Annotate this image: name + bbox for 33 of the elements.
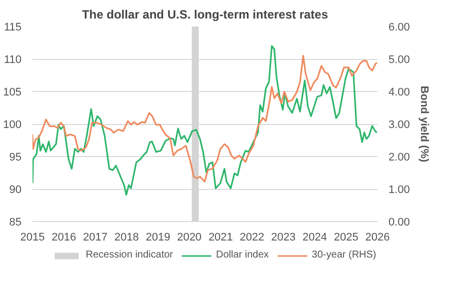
line-series: [32, 54, 378, 182]
x-tick-label: 2025: [334, 232, 358, 244]
y2-axis-title: Bond yield (%): [418, 86, 430, 163]
y-tick-label: 95: [9, 152, 22, 164]
line-series: [32, 45, 378, 196]
y2-tick-label: 1.00: [388, 184, 410, 196]
x-tick-label: 2026: [365, 232, 390, 244]
x-tick-label: 2022: [240, 232, 264, 244]
x-tick-label: 2015: [20, 232, 45, 244]
y-tick-label: 90: [9, 184, 22, 196]
x-tick-label: 2020: [177, 232, 202, 244]
legend-label: 30-year (RHS): [312, 250, 376, 260]
y-tick-label: 100: [3, 119, 22, 131]
x-tick-label: 2024: [302, 232, 328, 244]
x-tick-label: 2016: [52, 232, 76, 244]
x-tick-label: 2019: [146, 232, 170, 244]
y2-tick-label: 4.00: [388, 86, 410, 98]
y2-tick-label: 0.00: [388, 216, 410, 228]
x-tick-label: 2017: [82, 232, 108, 244]
y2-tick-label: 6.00: [388, 22, 410, 34]
legend-label: Dollar index: [216, 250, 269, 260]
y2-tick-label: 3.00: [388, 119, 410, 131]
y-tick-label: 105: [3, 86, 22, 98]
x-tick-label: 2021: [208, 232, 233, 244]
x-tick-label: 2023: [271, 232, 296, 244]
legend-label: Recession indicator: [86, 250, 173, 260]
y2-tick-label: 2.00: [388, 152, 410, 164]
x-tick-label: 2018: [114, 232, 139, 244]
y2-tick-label: 5.00: [388, 54, 410, 66]
y-tick-label: 85: [9, 216, 22, 228]
y-tick-label: 115: [4, 22, 22, 34]
y-tick-label: 110: [4, 54, 22, 66]
chart-title: The dollar and U.S. long-term interest rates: [82, 8, 328, 22]
